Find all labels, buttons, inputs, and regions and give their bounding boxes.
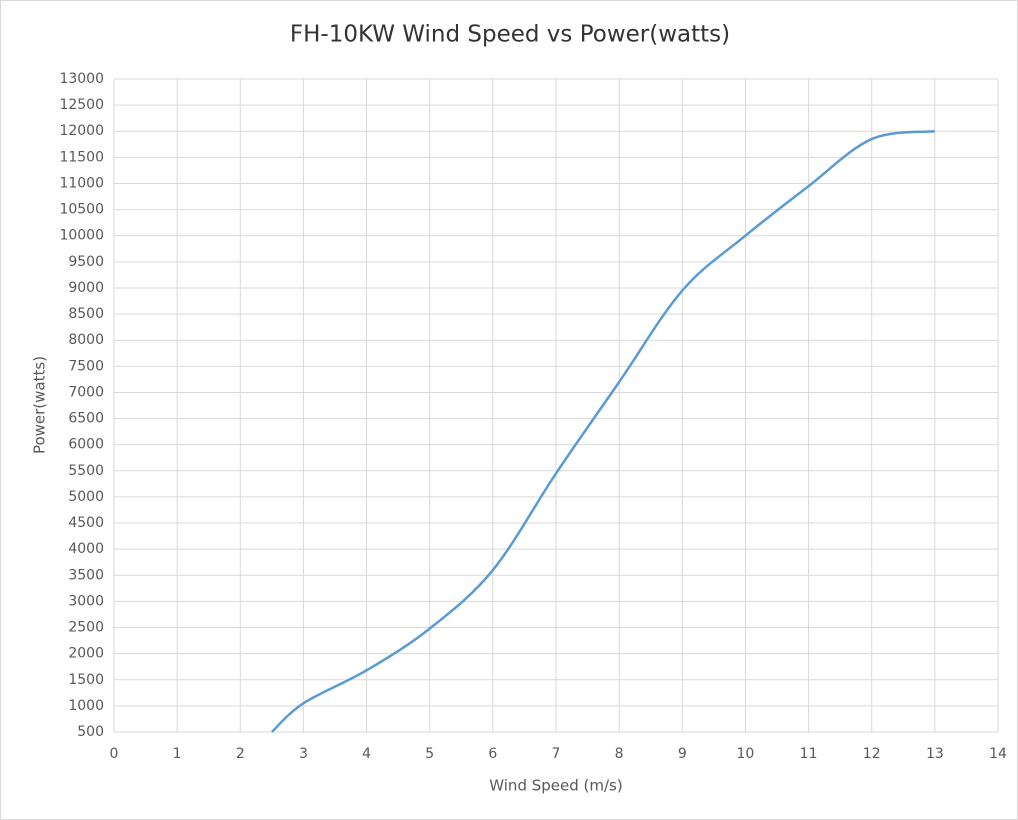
y-tick-label: 10000 [59, 228, 104, 244]
x-tick-label: 7 [552, 746, 561, 762]
x-tick-label: 14 [989, 746, 1007, 762]
y-tick-label: 5500 [68, 463, 104, 479]
y-tick-label: 4000 [68, 541, 104, 557]
y-tick-label: 1000 [68, 698, 104, 714]
y-tick-label: 1500 [68, 672, 104, 688]
y-tick-label: 6000 [68, 437, 104, 453]
y-tick-label: 4500 [68, 515, 104, 531]
y-tick-label: 500 [77, 724, 104, 740]
x-tick-label: 11 [800, 746, 818, 762]
y-tick-label: 2000 [68, 646, 104, 662]
y-tick-label: 7000 [68, 384, 104, 400]
y-tick-label: 10500 [59, 202, 104, 218]
chart-title: FH-10KW Wind Speed vs Power(watts) [290, 22, 730, 48]
x-tick-label: 0 [110, 746, 119, 762]
y-tick-label: 12000 [59, 123, 104, 139]
x-tick-label: 5 [425, 746, 434, 762]
x-tick-label: 1 [173, 746, 182, 762]
y-tick-label: 9500 [68, 254, 104, 270]
y-tick-label: 6500 [68, 411, 104, 427]
y-tick-label: 7500 [68, 358, 104, 374]
x-tick-label: 13 [926, 746, 944, 762]
x-tick-label: 4 [362, 746, 371, 762]
x-axis-label: Wind Speed (m/s) [489, 777, 622, 795]
y-tick-label: 8500 [68, 306, 104, 322]
x-tick-label: 10 [737, 746, 755, 762]
line [270, 129, 936, 733]
x-tick-label: 8 [615, 746, 624, 762]
y-tick-label: 9000 [68, 280, 104, 296]
y-axis-label: Power(watts) [31, 356, 49, 454]
y-tick-label: 3500 [68, 567, 104, 583]
y-tick-label: 3000 [68, 593, 104, 609]
x-tick-label: 9 [678, 746, 687, 762]
y-tick-label: 11500 [59, 149, 104, 165]
x-tick-label: 3 [299, 746, 308, 762]
x-tick-label: 2 [236, 746, 245, 762]
y-tick-label: 13000 [59, 71, 104, 87]
x-tick-label: 12 [863, 746, 881, 762]
y-tick-label: 2500 [68, 620, 104, 636]
y-tick-label: 8000 [68, 332, 104, 348]
y-tick-label: 11000 [59, 175, 104, 191]
x-tick-label: 6 [488, 746, 497, 762]
y-tick-label: 5000 [68, 489, 104, 505]
y-tick-label: 12500 [59, 97, 104, 113]
